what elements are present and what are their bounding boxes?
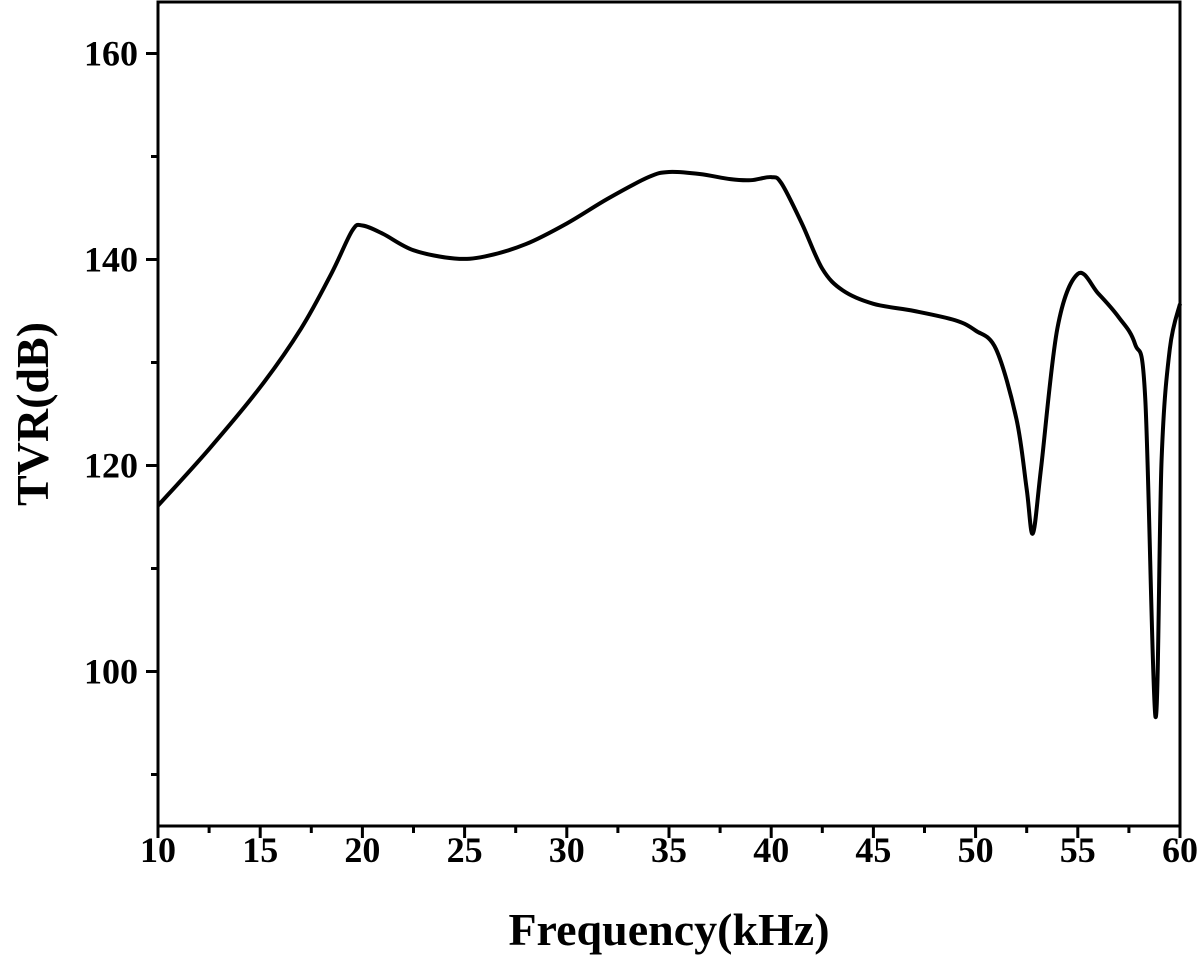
- x-tick-label: 45: [855, 830, 891, 870]
- x-tick-label: 40: [753, 830, 789, 870]
- plot-frame: [156, 0, 1182, 828]
- x-tick-label: 50: [958, 830, 994, 870]
- y-tick-label: 120: [84, 446, 138, 486]
- x-tick-label: 30: [549, 830, 585, 870]
- data-line: [156, 169, 1182, 719]
- x-tick-label: 35: [651, 830, 687, 870]
- y-tick-label: 160: [84, 34, 138, 74]
- x-tick-label: 20: [344, 830, 380, 870]
- x-axis-title: Frequency(kHz): [508, 904, 829, 955]
- x-tick-label: 15: [242, 830, 278, 870]
- x-tick-label: 25: [447, 830, 483, 870]
- x-tick-label: 10: [140, 830, 176, 870]
- x-tick-label: 55: [1060, 830, 1096, 870]
- y-tick-label: 140: [84, 240, 138, 280]
- y-axis-title: TVR(dB): [7, 322, 58, 506]
- y-tick-label: 100: [84, 652, 138, 692]
- x-tick-label: 60: [1162, 830, 1198, 870]
